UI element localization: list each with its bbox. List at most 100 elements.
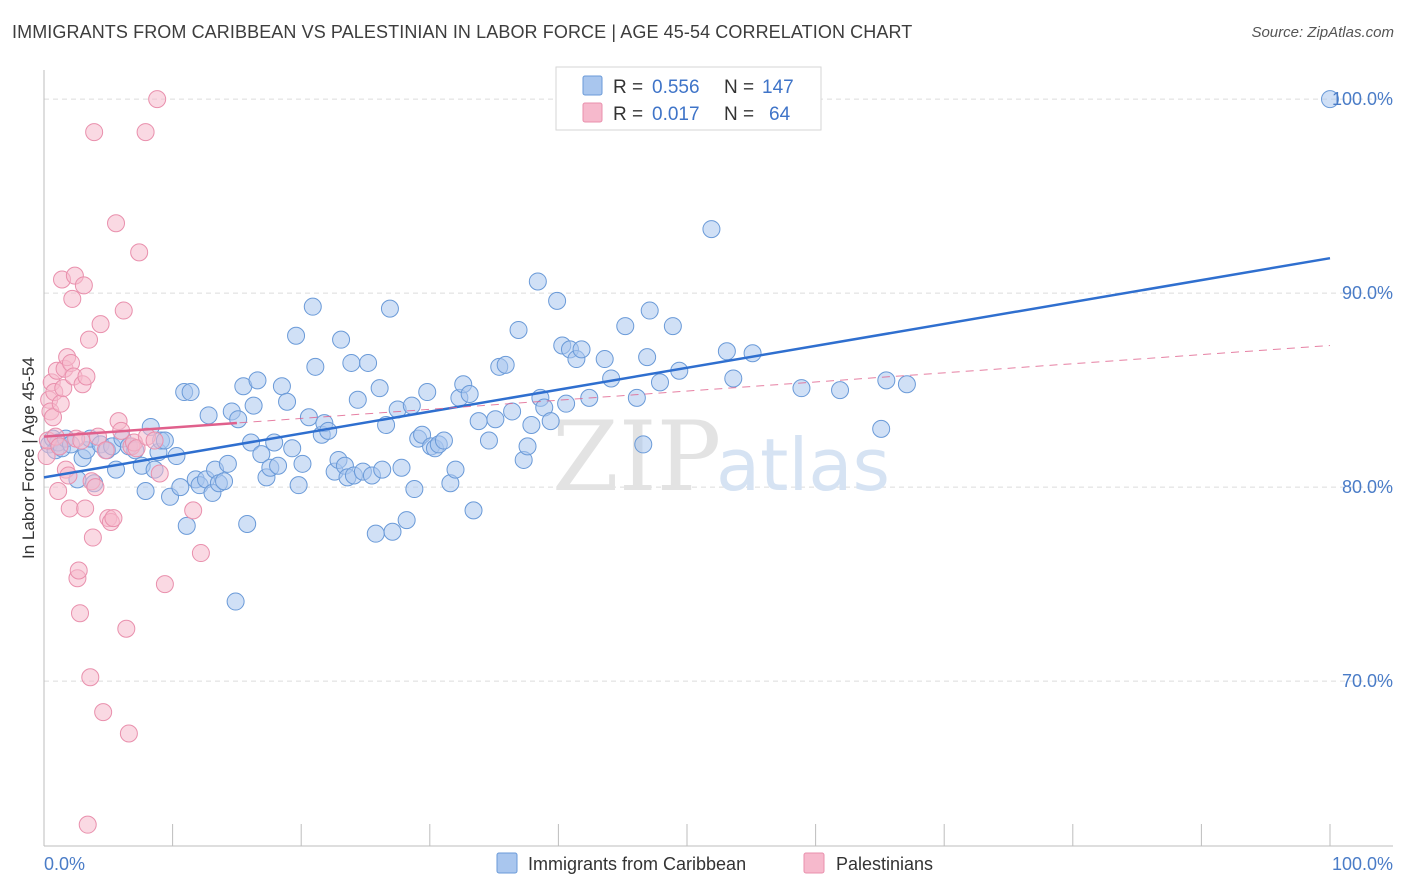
y-axis-title: In Labor Force | Age 45-54 [19,357,38,559]
legend-n-label-2: N = [724,104,754,125]
caribbean-point-30 [177,516,196,535]
caribbean-point-122 [595,350,614,369]
caribbean-point-78 [370,379,389,398]
palestinian-point-5 [44,408,63,427]
caribbean-point-103 [486,410,505,429]
caribbean-point-107 [509,320,528,339]
watermark-zip: ZIP [552,401,721,513]
caribbean-point-28 [171,478,190,497]
caribbean-point-79 [373,460,392,479]
caribbean-point-40 [218,454,237,473]
palestinian-point-31 [77,367,96,386]
trend-line-caribbean [43,256,1331,479]
legend-r-value-1: 0.556 [652,77,700,98]
caribbean-point-82 [383,522,402,541]
caribbean-point-59 [293,454,312,473]
caribbean-point-114 [541,412,560,431]
caribbean-point-90 [418,383,437,402]
caribbean-point-129 [650,373,669,392]
trend-lines [43,256,1331,479]
caribbean-point-106 [503,402,522,421]
caribbean-point-96 [446,460,465,479]
caribbean-point-115 [548,291,567,310]
palestinian-point-42 [96,441,115,460]
x-axis-ticks [43,824,1331,846]
caribbean-point-75 [359,353,378,372]
palestinian-point-62 [136,123,155,142]
caribbean-point-125 [627,388,646,407]
legend-series: Immigrants from Caribbean Palestinians [496,852,933,874]
legend-r-value-2: 0.017 [652,104,700,125]
caribbean-point-130 [663,317,682,336]
palestinian-point-27 [72,431,91,450]
series-palestinian-points [37,90,210,834]
palestinian-point-41 [94,703,113,722]
legend-n-value-2: 64 [769,104,791,125]
palestinian-point-61 [191,544,210,563]
palestinian-point-45 [104,509,123,528]
legend-swatch-caribbean [582,75,603,96]
caribbean-point-68 [332,330,351,349]
palestinian-point-18 [60,499,79,518]
caribbean-point-42 [226,592,245,611]
caribbean-point-31 [181,383,200,402]
caribbean-point-136 [792,379,811,398]
legend-bottom-swatch-palestinian [803,852,825,874]
x-tick-label-min: 0.0% [44,854,85,874]
caribbean-point-58 [289,476,308,495]
caribbean-point-100 [464,501,483,520]
caribbean-point-62 [306,357,325,376]
y-tick-label-70: 70.0% [1342,671,1393,691]
caribbean-point-53 [269,456,288,475]
palestinian-point-60 [184,501,203,520]
caribbean-point-54 [272,377,291,396]
palestinian-point-34 [81,668,100,687]
palestinian-point-49 [114,301,133,320]
caribbean-point-135 [743,344,762,363]
chart-title: IMMIGRANTS FROM CARIBBEAN VS PALESTINIAN… [12,22,913,42]
caribbean-point-84 [392,458,411,477]
caribbean-point-73 [348,390,367,409]
legend-swatch-palestinian [582,102,603,123]
caribbean-point-94 [434,431,453,450]
legend-bottom-label-palestinian: Palestinians [836,854,933,874]
caribbean-point-57 [287,326,306,345]
legend-n-value-1: 147 [762,77,794,98]
source-credit: Source: ZipAtlas.com [1251,24,1394,41]
caribbean-point-109 [518,437,537,456]
caribbean-point-49 [252,445,271,464]
caribbean-point-128 [640,301,659,320]
palestinian-point-57 [145,431,164,450]
caribbean-point-126 [634,435,653,454]
palestinian-point-54 [127,439,146,458]
caribbean-point-102 [479,431,498,450]
caribbean-point-132 [702,220,721,239]
series-caribbean-points [40,90,1339,611]
caribbean-point-48 [248,371,267,390]
palestinian-point-38 [86,478,105,497]
caribbean-point-110 [522,416,541,435]
caribbean-point-124 [616,317,635,336]
palestinian-point-33 [80,330,99,349]
x-tick-label-max: 100.0% [1332,854,1393,874]
caribbean-point-81 [380,299,399,318]
caribbean-point-85 [397,511,416,530]
caribbean-point-61 [303,297,322,316]
palestinian-point-50 [117,619,136,638]
palestinian-point-37 [85,123,104,142]
caribbean-point-77 [366,524,385,543]
caribbean-point-86 [402,396,421,415]
y-tick-label-100: 100.0% [1332,89,1393,109]
caribbean-point-99 [460,384,479,403]
palestinian-point-59 [155,575,174,594]
caribbean-point-120 [572,340,591,359]
y-axis-tick-labels: 70.0% 80.0% 90.0% 100.0% [1332,89,1393,691]
caribbean-point-139 [877,371,896,390]
caribbean-point-117 [557,394,576,413]
palestinian-point-11 [51,394,70,413]
caribbean-point-138 [872,419,891,438]
palestinian-point-63 [148,90,167,109]
caribbean-point-101 [469,412,488,431]
caribbean-point-43 [229,410,248,429]
